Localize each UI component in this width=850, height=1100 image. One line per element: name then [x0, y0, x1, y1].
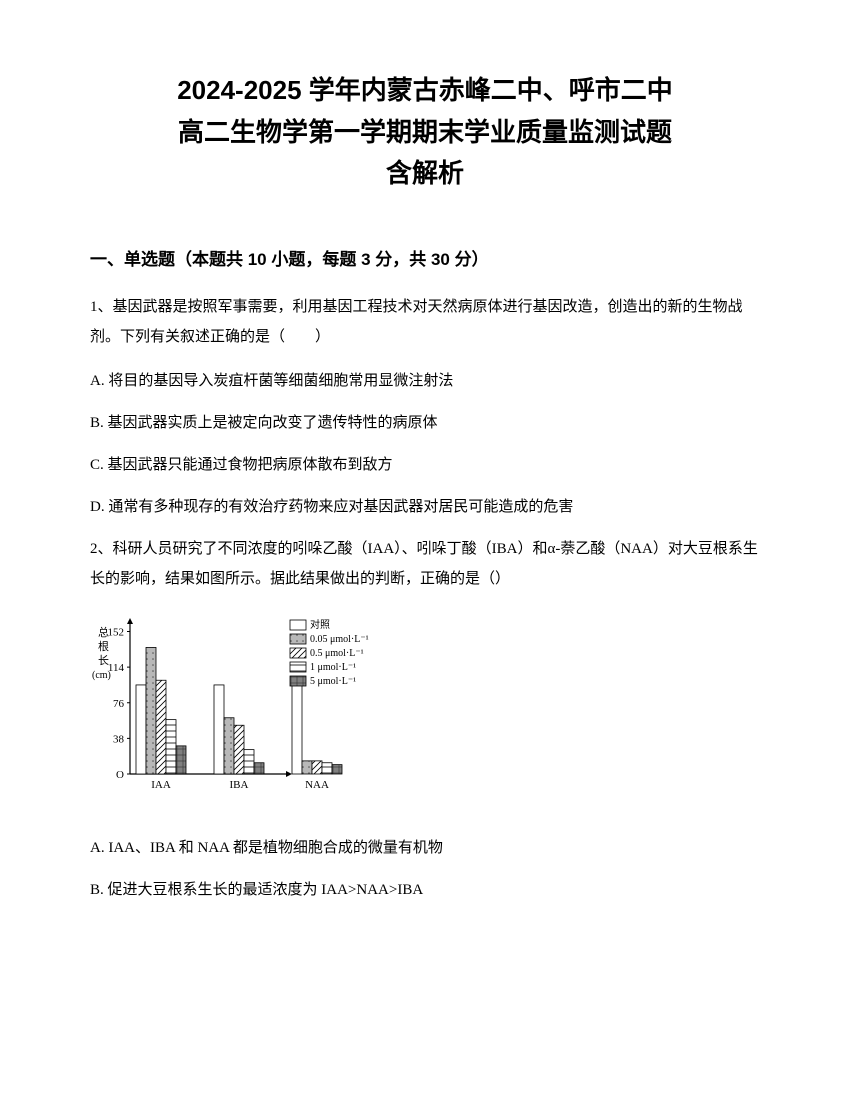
- svg-text:76: 76: [113, 698, 125, 710]
- question-2-option-a: A. IAA、IBA 和 NAA 都是植物细胞合成的微量有机物: [90, 833, 760, 863]
- svg-text:根: 根: [98, 639, 109, 653]
- question-1-option-c: C. 基因武器只能通过食物把病原体散布到敌方: [90, 450, 760, 480]
- svg-text:0.5 μmol·L⁻¹: 0.5 μmol·L⁻¹: [310, 648, 364, 659]
- document-title: 2024-2025 学年内蒙古赤峰二中、呼市二中 高二生物学第一学期期末学业质量…: [90, 70, 760, 195]
- title-line-3: 含解析: [90, 153, 760, 195]
- svg-text:长: 长: [98, 654, 109, 667]
- svg-text:(cm): (cm): [92, 670, 111, 681]
- question-2-option-b: B. 促进大豆根系生长的最适浓度为 IAA>NAA>IBA: [90, 875, 760, 905]
- svg-text:IAA: IAA: [151, 779, 171, 791]
- svg-text:NAA: NAA: [305, 779, 329, 791]
- svg-text:O: O: [116, 769, 124, 781]
- question-1-option-b: B. 基因武器实质上是被定向改变了遗传特性的病原体: [90, 408, 760, 438]
- question-1-option-d: D. 通常有多种现存的有效治疗药物来应对基因武器对居民可能造成的危害: [90, 492, 760, 522]
- svg-text:对照: 对照: [310, 618, 330, 631]
- section-heading: 一、单选题（本题共 10 小题，每题 3 分，共 30 分）: [90, 245, 760, 270]
- question-1-stem: 1、基因武器是按照军事需要，利用基因工程技术对天然病原体进行基因改造，创造出的新…: [90, 292, 760, 352]
- svg-text:0.05 μmol·L⁻¹: 0.05 μmol·L⁻¹: [310, 634, 369, 645]
- svg-text:总: 总: [98, 625, 109, 639]
- svg-text:5 μmol·L⁻¹: 5 μmol·L⁻¹: [310, 676, 356, 687]
- title-line-1: 2024-2025 学年内蒙古赤峰二中、呼市二中: [90, 70, 760, 112]
- title-line-2: 高二生物学第一学期期末学业质量监测试题: [90, 112, 760, 154]
- svg-text:IBA: IBA: [230, 779, 249, 791]
- question-1-option-a: A. 将目的基因导入炭疽杆菌等细菌细胞常用显微注射法: [90, 366, 760, 396]
- svg-text:1 μmol·L⁻¹: 1 μmol·L⁻¹: [310, 662, 356, 673]
- bar-chart: O3876114152总根长(cm)IAAIBANAA对照0.05 μmol·L…: [90, 614, 760, 809]
- svg-text:38: 38: [113, 733, 125, 745]
- svg-text:152: 152: [108, 626, 125, 638]
- question-2-stem: 2、科研人员研究了不同浓度的吲哚乙酸（IAA）、吲哚丁酸（IBA）和α-萘乙酸（…: [90, 534, 760, 594]
